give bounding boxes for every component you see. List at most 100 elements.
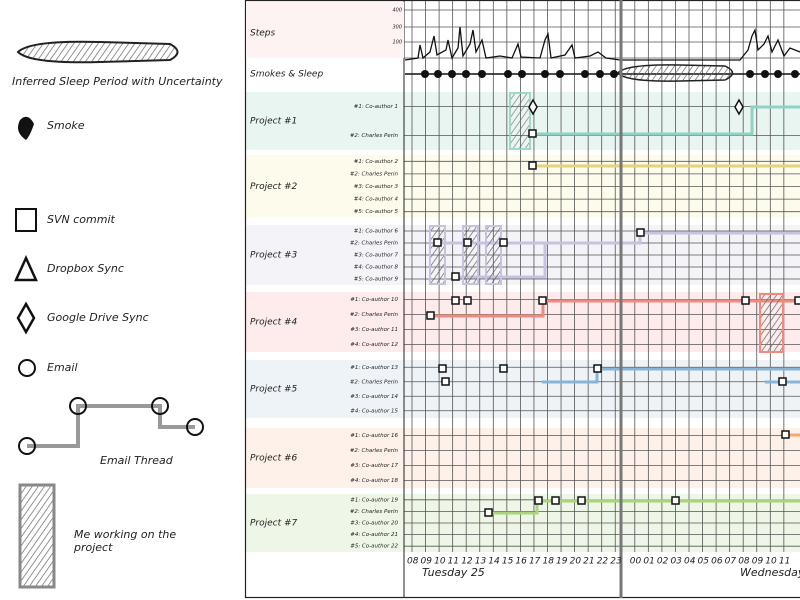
hour-label: 08 — [738, 557, 750, 567]
member-label: #2: Charles Perin — [350, 241, 399, 247]
member-label: #1: Co-author 2 — [354, 159, 399, 165]
hour-label: 22 — [597, 557, 609, 567]
member-label: #4: Co-author 12 — [350, 342, 398, 348]
hour-label: 04 — [684, 557, 696, 567]
steps-tick: 300 — [392, 25, 402, 31]
legend-label: Email Thread — [100, 454, 174, 467]
project-label: Project #5 — [250, 385, 298, 395]
member-label: #2: Charles Perin — [350, 448, 399, 454]
steps-line — [404, 26, 800, 61]
smokes — [405, 64, 800, 82]
thread-email — [18, 437, 36, 455]
hour-label: 07 — [725, 557, 737, 567]
hour-label: 01 — [643, 557, 654, 567]
member-label: #4: Co-author 18 — [350, 478, 398, 484]
events — [426, 98, 800, 517]
hour-label: 03 — [670, 557, 682, 567]
dropbox-icon — [14, 254, 38, 282]
hour-label: 15 — [502, 557, 514, 567]
thread-icon — [27, 404, 195, 448]
hour-label: 18 — [543, 557, 555, 567]
project-label: Project #3 — [250, 251, 298, 261]
project-label: Project #6 — [250, 454, 298, 464]
hour-label: 08 — [407, 557, 419, 567]
member-label: #5: Co-author 22 — [350, 544, 398, 550]
email-threads — [430, 105, 800, 515]
legend-label: Dropbox Sync — [47, 262, 124, 275]
steps-tick: 400 — [392, 8, 402, 14]
hour-label: 19 — [556, 557, 568, 567]
member-label: #2: Charles Perin — [350, 312, 399, 318]
gdrive-icon — [16, 301, 36, 335]
hour-label: 11 — [779, 557, 790, 567]
member-label: #1: Co-author 19 — [350, 497, 398, 503]
member-label: #2: Charles Perin — [350, 171, 399, 177]
project-label: Project #2 — [250, 182, 298, 192]
member-label: #3: Co-author 20 — [350, 521, 398, 527]
hour-label: 00 — [630, 557, 642, 567]
member-label: #1: Co-author 1 — [354, 104, 398, 110]
member-label: #3: Co-author 7 — [354, 253, 399, 259]
thread-email — [186, 418, 204, 436]
hour-label: 14 — [488, 557, 500, 567]
hour-label: 10 — [765, 557, 777, 567]
member-label: #1: Co-author 10 — [350, 297, 398, 303]
member-label: #2: Charles Perin — [350, 133, 399, 139]
member-label: #4: Co-author 4 — [354, 197, 399, 203]
legend-label: Smoke — [47, 119, 85, 132]
project-label: Project #7 — [250, 519, 298, 529]
member-label: #3: Co-author 14 — [350, 394, 398, 400]
project-label: Project #1 — [250, 117, 297, 127]
hour-label: 12 — [461, 557, 473, 567]
legend-label: SVN commit — [47, 213, 115, 226]
member-label: #2: Charles Perin — [350, 509, 399, 515]
legend-label: Inferred Sleep Period with Uncertainty — [12, 75, 223, 88]
hour-label: 06 — [711, 557, 723, 567]
member-label: #3: Co-author 3 — [354, 184, 399, 190]
hour-label: 16 — [515, 557, 527, 567]
sleep-period — [617, 64, 734, 82]
hour-label: 05 — [698, 557, 710, 567]
thread-email — [69, 397, 87, 415]
member-label: #1: Co-author 6 — [354, 229, 399, 235]
legend-label: Me working on the project — [74, 528, 177, 554]
hour-label: 23 — [610, 557, 622, 567]
row-label: Smokes & Sleep — [250, 70, 323, 80]
hour-label: 17 — [529, 557, 541, 567]
thread-email — [151, 397, 169, 415]
row-label: Steps — [250, 29, 275, 39]
day-label: Tuesday 25 — [422, 566, 485, 579]
member-label: #3: Co-author 11 — [350, 327, 398, 333]
steps-band — [246, 2, 404, 58]
member-label: #4: Co-author 8 — [354, 265, 399, 271]
hour-label: 13 — [475, 557, 487, 567]
hour-label: 09 — [752, 557, 764, 567]
day-label: Wednesday — [740, 566, 800, 579]
member-label: #3: Co-author 17 — [350, 463, 398, 469]
smoke-icon — [18, 116, 34, 140]
email-icon — [18, 359, 36, 377]
project-band — [246, 428, 800, 488]
legend-label: Google Drive Sync — [47, 311, 149, 324]
steps-tick: 100 — [392, 40, 402, 46]
member-label: #4: Co-author 21 — [350, 532, 398, 538]
hour-label: 11 — [448, 557, 459, 567]
svn-icon — [15, 208, 37, 232]
member-label: #1: Co-author 16 — [350, 433, 398, 439]
hour-label: 09 — [421, 557, 433, 567]
project-label: Project #4 — [250, 318, 298, 328]
legend-label: Email — [47, 361, 78, 374]
hour-label: 21 — [583, 557, 594, 567]
member-label: #4: Co-author 15 — [350, 408, 398, 414]
member-label: #5: Co-author 9 — [354, 277, 399, 283]
work-icon — [18, 483, 56, 589]
hour-label: 10 — [434, 557, 446, 567]
member-label: #2: Charles Perin — [350, 379, 399, 385]
sleep-icon — [16, 40, 179, 64]
panel-frame — [244, 0, 800, 599]
hour-label: 20 — [570, 557, 582, 567]
legend-label-box: Me working on the project — [74, 528, 177, 554]
member-label: #1: Co-author 13 — [350, 365, 398, 371]
member-label: #5: Co-author 5 — [354, 209, 399, 215]
